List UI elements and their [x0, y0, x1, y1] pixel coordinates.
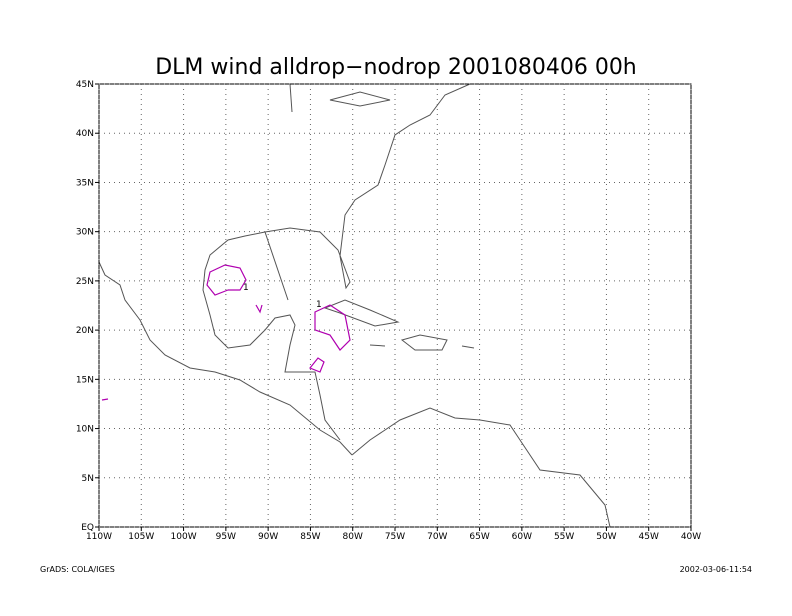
x-tick-label: 60W — [512, 532, 532, 542]
y-tick-label: 40N — [76, 129, 94, 139]
y-tick-label: 45N — [76, 80, 94, 90]
x-tick-label: 50W — [596, 532, 616, 542]
y-tick-label: 35N — [76, 178, 94, 188]
y-tick-label: 15N — [76, 375, 94, 385]
title: DLM wind alldrop−nodrop 2001080406 00h — [155, 55, 637, 80]
contours — [101, 264, 351, 401]
x-tick-label: 75W — [385, 532, 405, 542]
x-tick-label: 65W — [469, 532, 489, 542]
x-tick-label: 85W — [300, 532, 320, 542]
x-tick-label: 55W — [554, 532, 574, 542]
y-tick-label: 10N — [76, 425, 94, 435]
x-tick-label: 40W — [681, 532, 701, 542]
x-tick-label: 45W — [639, 532, 659, 542]
footer-right: 2002-03-06-11:54 — [680, 565, 752, 574]
x-tick-label: 100W — [171, 532, 197, 542]
contour-label: 1 — [243, 283, 249, 293]
coastlines — [98, 83, 611, 528]
footer-left: GrADS: COLA/IGES — [40, 565, 115, 574]
y-tick-label: 30N — [76, 228, 94, 238]
x-tick-label: 80W — [343, 532, 363, 542]
y-tick-label: 25N — [76, 277, 94, 287]
x-tick-label: 90W — [258, 532, 278, 542]
y-tick-label: EQ — [81, 523, 94, 533]
x-tick-label: 105W — [128, 532, 154, 542]
x-tick-label: 110W — [86, 532, 112, 542]
y-tick-label: 5N — [82, 474, 94, 484]
y-tick-label: 20N — [76, 326, 94, 336]
x-tick-label: 95W — [216, 532, 236, 542]
x-tick-label: 70W — [427, 532, 447, 542]
contour-label: 1 — [316, 300, 322, 310]
plot-frame — [98, 83, 692, 528]
